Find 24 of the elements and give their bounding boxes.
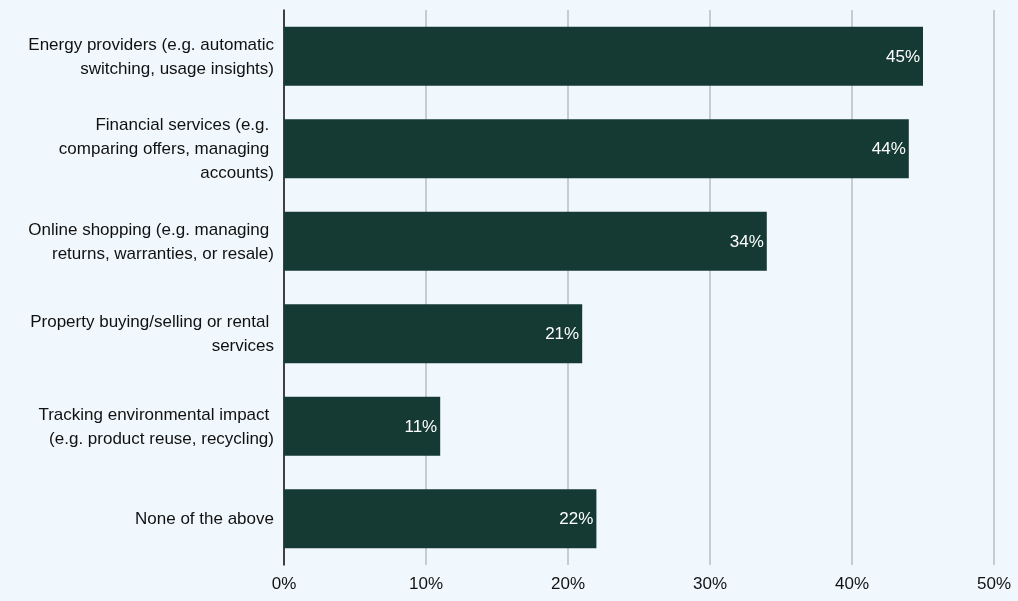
y-tick-label: Energy providers (e.g. automatic switching, usage insights) <box>28 34 275 78</box>
y-tick-label: None of the above <box>135 509 274 529</box>
x-tick-label: 50% <box>976 574 1012 593</box>
data-label: 44% <box>871 139 906 159</box>
x-tick-label: 30% <box>692 574 728 593</box>
x-tick-label: 10% <box>408 574 444 593</box>
data-label: 34% <box>729 231 764 251</box>
y-tick-label: Online shopping (e.g. managing returns, warranties, or resale) <box>28 219 274 263</box>
bar <box>284 26 923 86</box>
bar <box>284 489 597 549</box>
y-tick-label: Tracking environmental impact (e.g. product reuse, recycling) <box>38 404 274 448</box>
bar <box>284 119 909 179</box>
bar <box>284 211 767 271</box>
data-label: 45% <box>885 46 920 66</box>
y-tick-label: Financial services (e.g. comparing offers, managing accounts) <box>58 115 274 183</box>
bar <box>284 304 583 364</box>
y-tick-label: Property buying/selling or rental services <box>30 312 274 356</box>
data-label: 21% <box>545 324 580 344</box>
x-tick-label: 0% <box>271 574 297 593</box>
data-label: 22% <box>559 509 594 529</box>
x-tick-label: 40% <box>834 574 870 593</box>
x-tick-label: 20% <box>550 574 586 593</box>
data-label: 11% <box>404 416 438 436</box>
bar <box>284 396 441 456</box>
